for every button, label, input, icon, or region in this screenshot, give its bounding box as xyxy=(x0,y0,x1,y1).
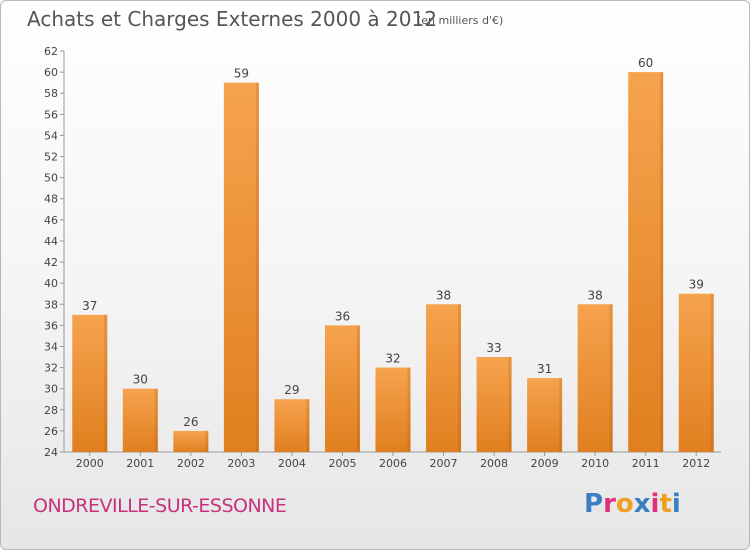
bar-2004 xyxy=(274,399,310,452)
y-tick-label: 46 xyxy=(44,214,58,227)
data-label: 32 xyxy=(385,352,400,366)
chart-bars: 37 30 26 59 29 36 32 38 33 31 38 60 39 xyxy=(72,56,714,453)
bar-shade xyxy=(458,304,462,452)
y-tick-label: 40 xyxy=(44,277,58,290)
bar-shade xyxy=(609,304,613,452)
x-tick-label: 2001 xyxy=(126,457,154,470)
bar-2000 xyxy=(72,314,108,452)
bar-2012 xyxy=(678,293,714,452)
data-label: 30 xyxy=(133,373,148,387)
data-label: 29 xyxy=(284,383,299,397)
bar-2009 xyxy=(527,378,563,452)
logo-letter: P xyxy=(584,489,604,519)
y-tick-label: 32 xyxy=(44,362,58,375)
logo-letter: t xyxy=(659,489,672,519)
x-tick-label: 2005 xyxy=(328,457,356,470)
x-tick-label: 2009 xyxy=(531,457,559,470)
data-label: 38 xyxy=(588,288,603,302)
bar-shade xyxy=(508,357,512,452)
x-tick-label: 2010 xyxy=(581,457,609,470)
bar-2006 xyxy=(375,367,411,452)
bar-2003 xyxy=(223,82,259,452)
logo-letter: i xyxy=(650,489,660,519)
logo-letter: i xyxy=(671,489,681,519)
bar-shade xyxy=(255,82,259,452)
bar-2001 xyxy=(122,388,158,452)
bar-2005 xyxy=(324,325,360,452)
proxiti-logo[interactable]: Proxiti xyxy=(584,489,681,519)
data-label: 31 xyxy=(537,362,552,376)
y-tick-label: 50 xyxy=(44,172,58,185)
x-tick-label: 2003 xyxy=(227,457,255,470)
bar-shade xyxy=(660,72,664,453)
bar-shade xyxy=(559,378,563,452)
y-tick-label: 28 xyxy=(44,404,58,417)
y-tick-label: 56 xyxy=(44,108,58,121)
bar-shade xyxy=(104,314,108,452)
logo-letter: r xyxy=(603,489,616,519)
y-tick-label: 62 xyxy=(44,45,58,58)
bar-2008 xyxy=(476,357,512,452)
data-label: 60 xyxy=(638,56,653,70)
bar-2002 xyxy=(173,430,209,452)
x-tick-label: 2006 xyxy=(379,457,407,470)
bar-shade xyxy=(154,388,158,452)
logo-letter: x xyxy=(633,489,651,519)
y-tick-label: 42 xyxy=(44,256,58,269)
y-tick-label: 54 xyxy=(44,129,58,142)
y-tick-label: 44 xyxy=(44,235,58,248)
x-tick-label: 2012 xyxy=(682,457,710,470)
x-tick-label: 2000 xyxy=(76,457,104,470)
x-tick-label: 2008 xyxy=(480,457,508,470)
bar-shade xyxy=(205,430,209,452)
x-tick-label: 2002 xyxy=(177,457,205,470)
x-tick-label: 2007 xyxy=(430,457,458,470)
y-tick-label: 26 xyxy=(44,425,58,438)
y-tick-label: 34 xyxy=(44,340,58,353)
data-label: 37 xyxy=(82,299,97,313)
y-tick-label: 38 xyxy=(44,298,58,311)
data-label: 38 xyxy=(436,288,451,302)
y-tick-label: 48 xyxy=(44,193,58,206)
data-label: 33 xyxy=(486,341,501,355)
y-tick-label: 36 xyxy=(44,319,58,332)
data-label: 36 xyxy=(335,309,350,323)
logo-letter: o xyxy=(615,489,634,519)
bar-2007 xyxy=(426,304,462,452)
bar-shade xyxy=(710,293,714,452)
chart-axes: 24 26 28 30 32 34 36 38 40 42 44 46 48 50 52 54 56 58 60 62… xyxy=(44,45,721,470)
data-label: 59 xyxy=(234,67,249,81)
y-tick-label: 30 xyxy=(44,383,58,396)
x-tick-label: 2011 xyxy=(632,457,660,470)
x-tick-label: 2004 xyxy=(278,457,306,470)
chart-title: Achats et Charges Externes 2000 à 2012 xyxy=(27,7,437,31)
data-label: 39 xyxy=(689,278,704,292)
bar-shade xyxy=(356,325,360,452)
bar-2011 xyxy=(628,72,664,453)
bar-shade xyxy=(407,367,411,452)
bar-shade xyxy=(306,399,310,452)
y-tick-label: 24 xyxy=(44,446,58,459)
town-name: ONDREVILLE-SUR-ESSONNE xyxy=(33,495,287,517)
chart-unit-note: (en milliers d'€) xyxy=(417,14,504,27)
y-tick-label: 58 xyxy=(44,87,58,100)
bar-2010 xyxy=(577,304,613,452)
y-tick-label: 60 xyxy=(44,66,58,79)
data-label: 26 xyxy=(183,415,198,429)
y-tick-label: 52 xyxy=(44,151,58,164)
